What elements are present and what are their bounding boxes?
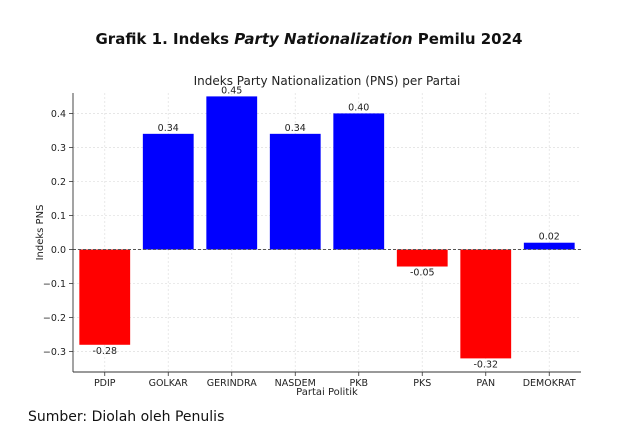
y-tick-label: 0.3 [51,143,66,154]
bar-golkar [142,133,194,250]
heading-suffix: Pemilu 2024 [412,30,523,48]
y-tick-label: 0.4 [51,109,66,120]
source-note: Sumber: Diolah oleh Penulis [28,409,225,425]
bar-pkb [333,113,385,250]
heading-emphasis: Party Nationalization [234,30,413,48]
y-tick-label: 0.2 [51,177,66,188]
data-label-gerindra: 0.45 [221,85,242,96]
x-tick-label: PDIP [94,378,116,389]
data-label-pks: -0.05 [410,268,435,279]
bar-pan [460,249,512,359]
bars: -0.28 0.34 0.45 0.34 0.40 -0.05 -0.32 0.02 [79,85,575,370]
y-tick-label: −0.2 [43,313,66,324]
heading-text: Grafik 1. Indeks [95,30,235,48]
y-tick-label: 0.1 [51,211,66,222]
y-tick-label: 0.0 [51,245,66,256]
x-tick-label: PKB [350,378,368,389]
x-tick-label: PKS [413,378,431,389]
y-tick-label: −0.1 [43,279,66,290]
data-label-demokrat: 0.02 [539,232,560,243]
x-tick-label: GOLKAR [149,378,189,389]
bar-pdip [79,249,131,345]
bar-gerindra [206,96,258,250]
data-label-golkar: 0.34 [158,123,179,134]
y-tick-label: −0.3 [43,347,66,358]
bar-demokrat [523,242,575,250]
x-tick-label: NASDEM [275,378,316,389]
x-tick-label: PAN [476,378,495,389]
data-label-pkb: 0.40 [348,102,369,113]
x-tick-label: DEMOKRAT [523,378,576,389]
chart-title: Indeks Party Nationalization (PNS) per P… [194,74,461,88]
data-label-nasdem: 0.34 [285,123,306,134]
data-label-pdip: -0.28 [92,346,117,357]
data-label-pan: -0.32 [473,359,498,370]
axes: −0.3 −0.2 −0.1 0.0 0.1 0.2 0.3 0.4 PDIP GOLKAR GER… [43,93,581,389]
figure-heading: Grafik 1. Indeks Party Nationalization P… [0,30,618,48]
x-tick-label: GERINDRA [207,378,257,389]
x-axis-label: Partai Politik [296,387,358,398]
bar-pks [396,249,448,267]
bar-nasdem [269,133,321,250]
y-axis-label: Indeks PNS [35,205,46,261]
